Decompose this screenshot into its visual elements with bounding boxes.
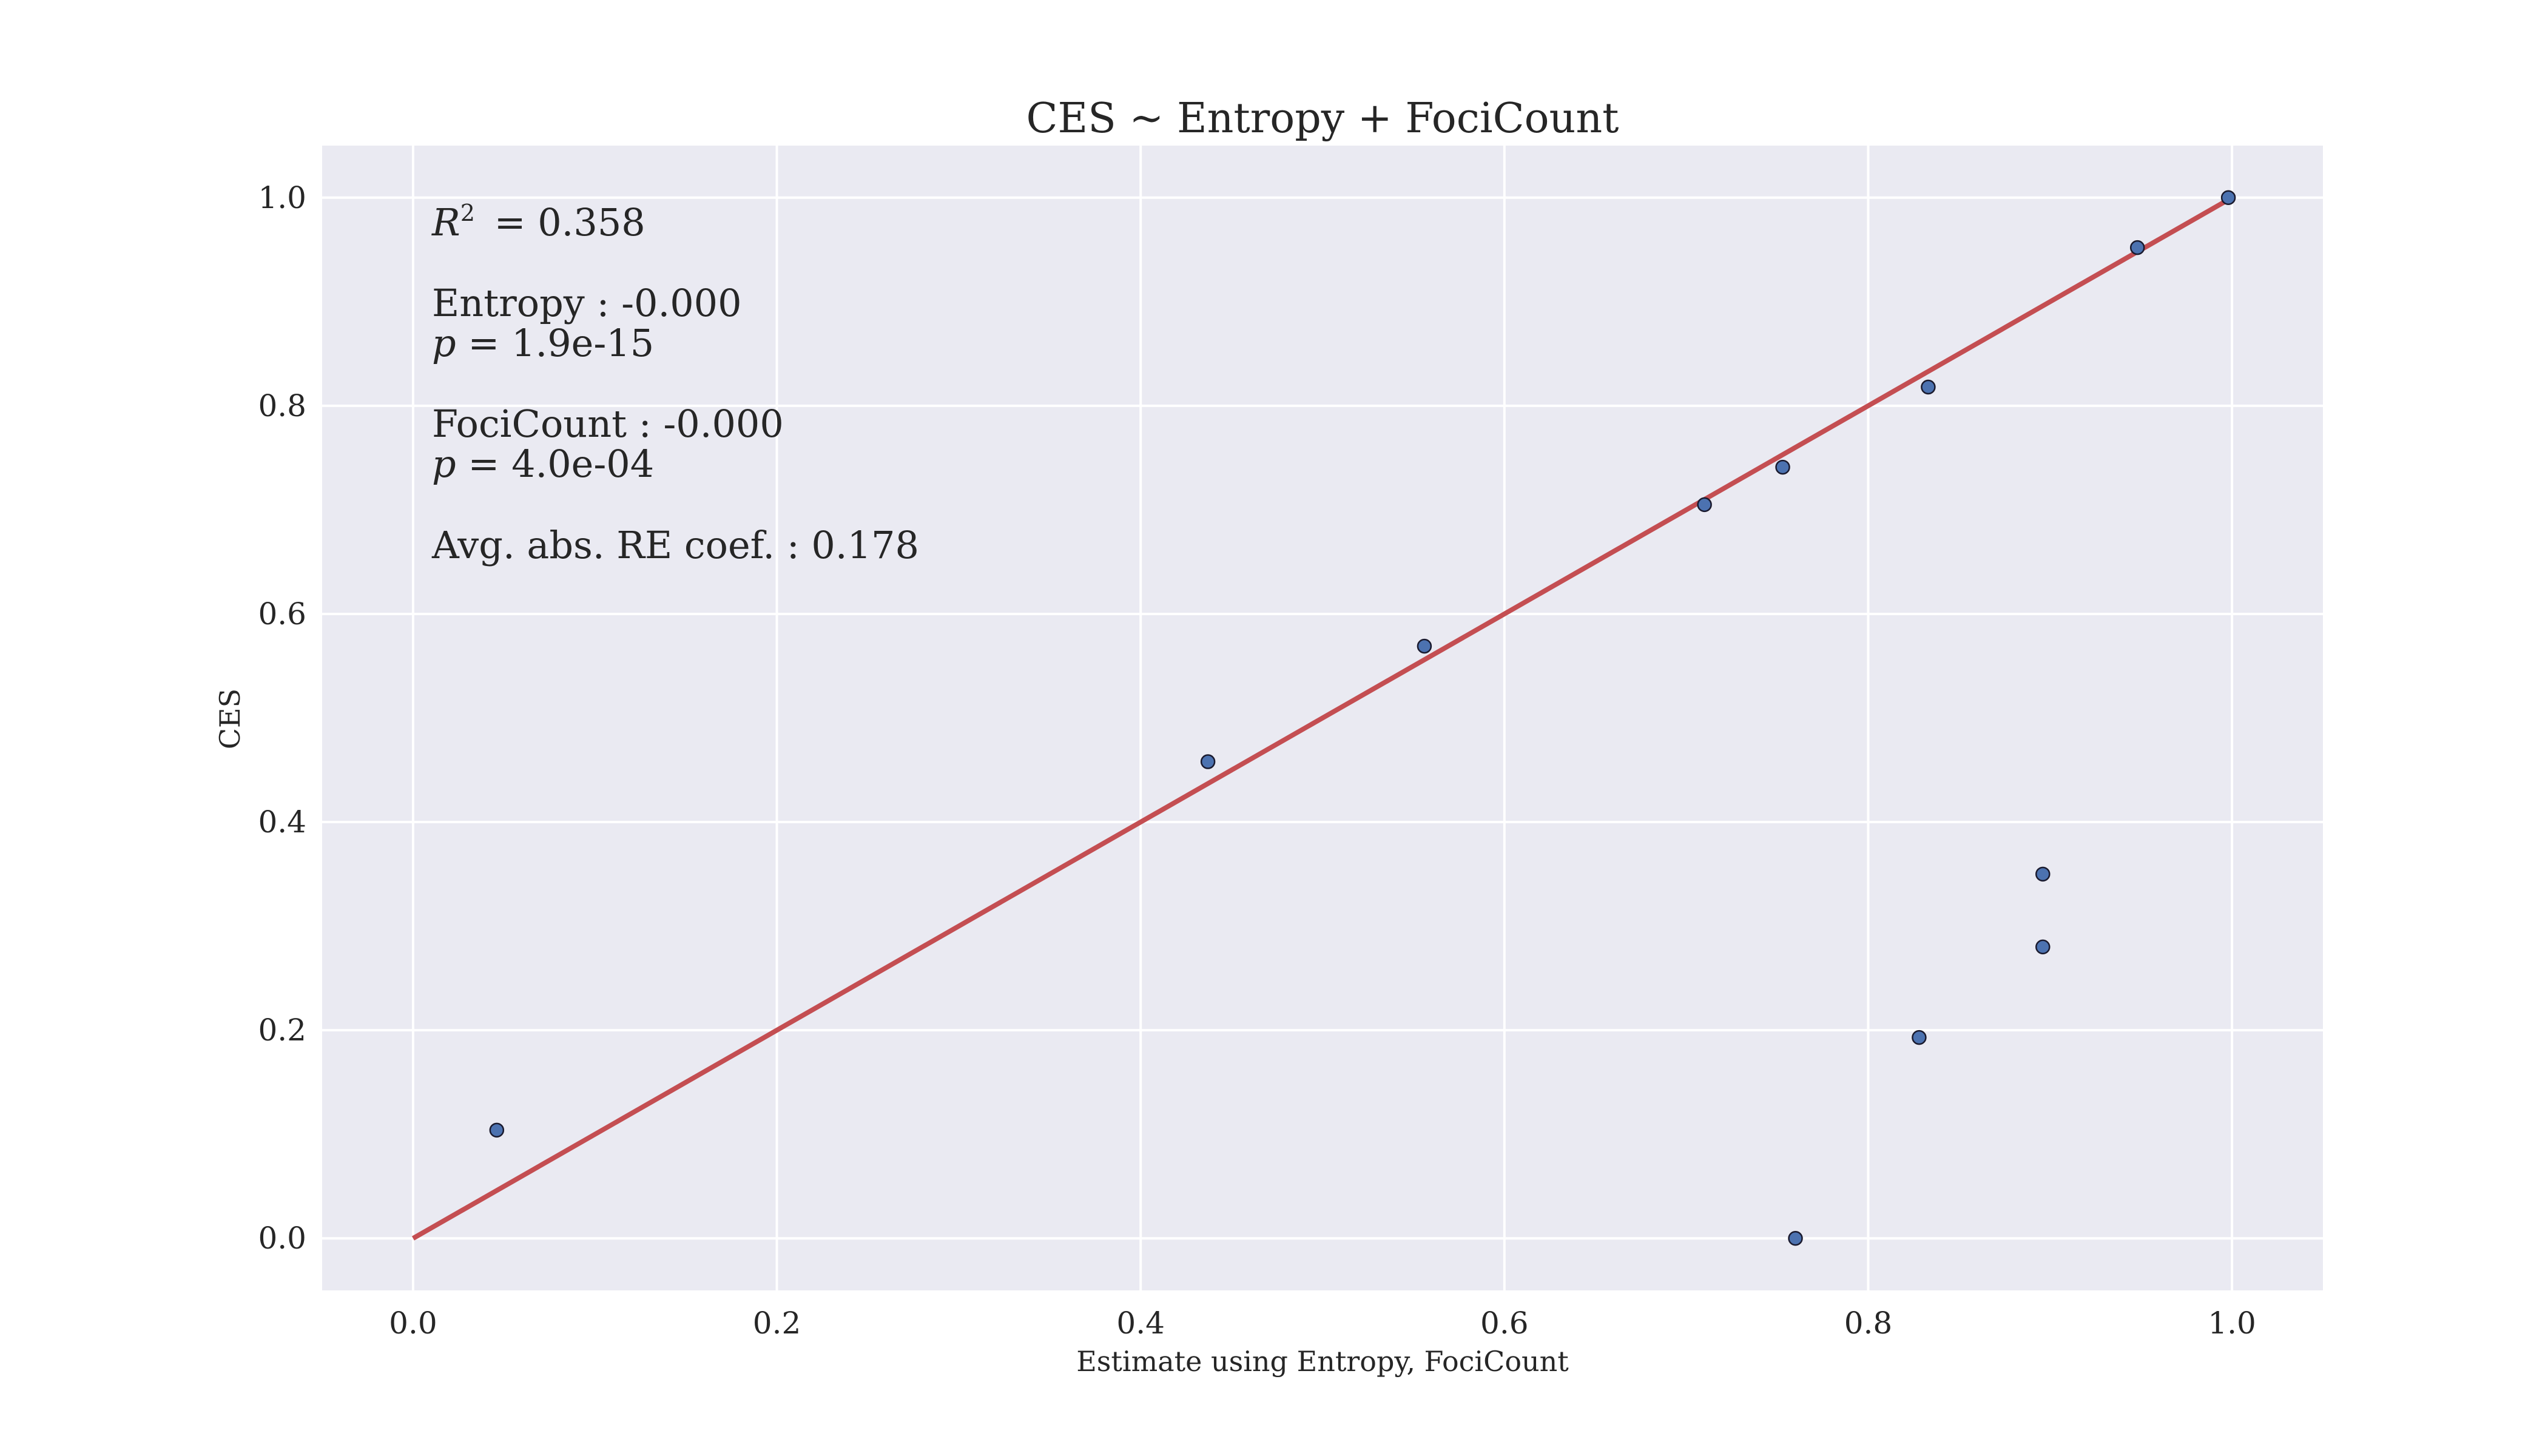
x-tick-label: 0.6 xyxy=(1480,1306,1529,1341)
x-tick-label: 0.2 xyxy=(753,1306,801,1341)
x-tick-label: 0.8 xyxy=(1844,1306,1893,1341)
scatter-point xyxy=(1697,497,1712,513)
scatter-point xyxy=(2220,190,2236,206)
entropy-p-value: = 1.9e-15 xyxy=(456,321,655,365)
x-tick-labels: 0.0 0.2 0.4 0.6 0.8 1.0 xyxy=(389,1306,2256,1341)
chart-title: CES ~ Entropy + FociCount xyxy=(1026,95,1619,143)
r-squared-symbol: R xyxy=(431,200,460,244)
scatter-point xyxy=(1417,638,1432,654)
x-tick-label: 1.0 xyxy=(2208,1306,2256,1341)
y-tick-label: 1.0 xyxy=(258,180,306,215)
foci-p-symbol: p xyxy=(432,442,456,486)
foci-p-value: = 4.0e-04 xyxy=(456,442,655,486)
scatter-point xyxy=(1788,1230,1803,1246)
y-tick-label: 0.0 xyxy=(258,1221,306,1256)
entropy-coef-text: Entropy : -0.000 xyxy=(432,281,742,325)
scatter-point xyxy=(1200,754,1216,769)
y-tick-labels: 0.0 0.2 0.4 0.6 0.8 1.0 xyxy=(258,180,306,1256)
y-tick-label: 0.4 xyxy=(258,804,306,840)
y-axis-label: CES xyxy=(214,689,246,749)
y-tick-label: 0.6 xyxy=(258,596,306,632)
x-tick-label: 0.4 xyxy=(1116,1306,1165,1341)
r-squared-text: R2 = 0.358 xyxy=(431,200,645,244)
regression-stats: R2 = 0.358 Entropy : -0.000 p = 1.9e-15 … xyxy=(431,200,919,567)
scatter-point xyxy=(2035,866,2051,882)
scatter-point xyxy=(2035,939,2051,955)
scatter-point xyxy=(1775,459,1790,475)
y-tick-label: 0.2 xyxy=(258,1013,306,1048)
entropy-p-text: p = 1.9e-15 xyxy=(432,321,654,365)
y-tick-label: 0.8 xyxy=(258,388,306,423)
r-squared-superscript: 2 xyxy=(460,200,475,226)
scatter-point xyxy=(1912,1030,1927,1045)
x-axis-label: Estimate using Entropy, FociCount xyxy=(1076,1345,1569,1378)
entropy-p-symbol: p xyxy=(432,321,456,365)
scatter-point xyxy=(489,1122,505,1138)
scatter-point xyxy=(1921,379,1936,395)
grid-lines xyxy=(322,146,2323,1290)
foci-p-text: p = 4.0e-04 xyxy=(432,442,654,486)
scatter-point xyxy=(2129,240,2145,255)
reference-line xyxy=(411,195,2234,1241)
x-tick-label: 0.0 xyxy=(389,1306,437,1341)
r-squared-value: = 0.358 xyxy=(482,200,645,244)
avg-re-text: Avg. abs. RE coef. : 0.178 xyxy=(431,523,919,567)
scatter-points xyxy=(489,190,2236,1246)
foci-coef-text: FociCount : -0.000 xyxy=(432,402,784,446)
